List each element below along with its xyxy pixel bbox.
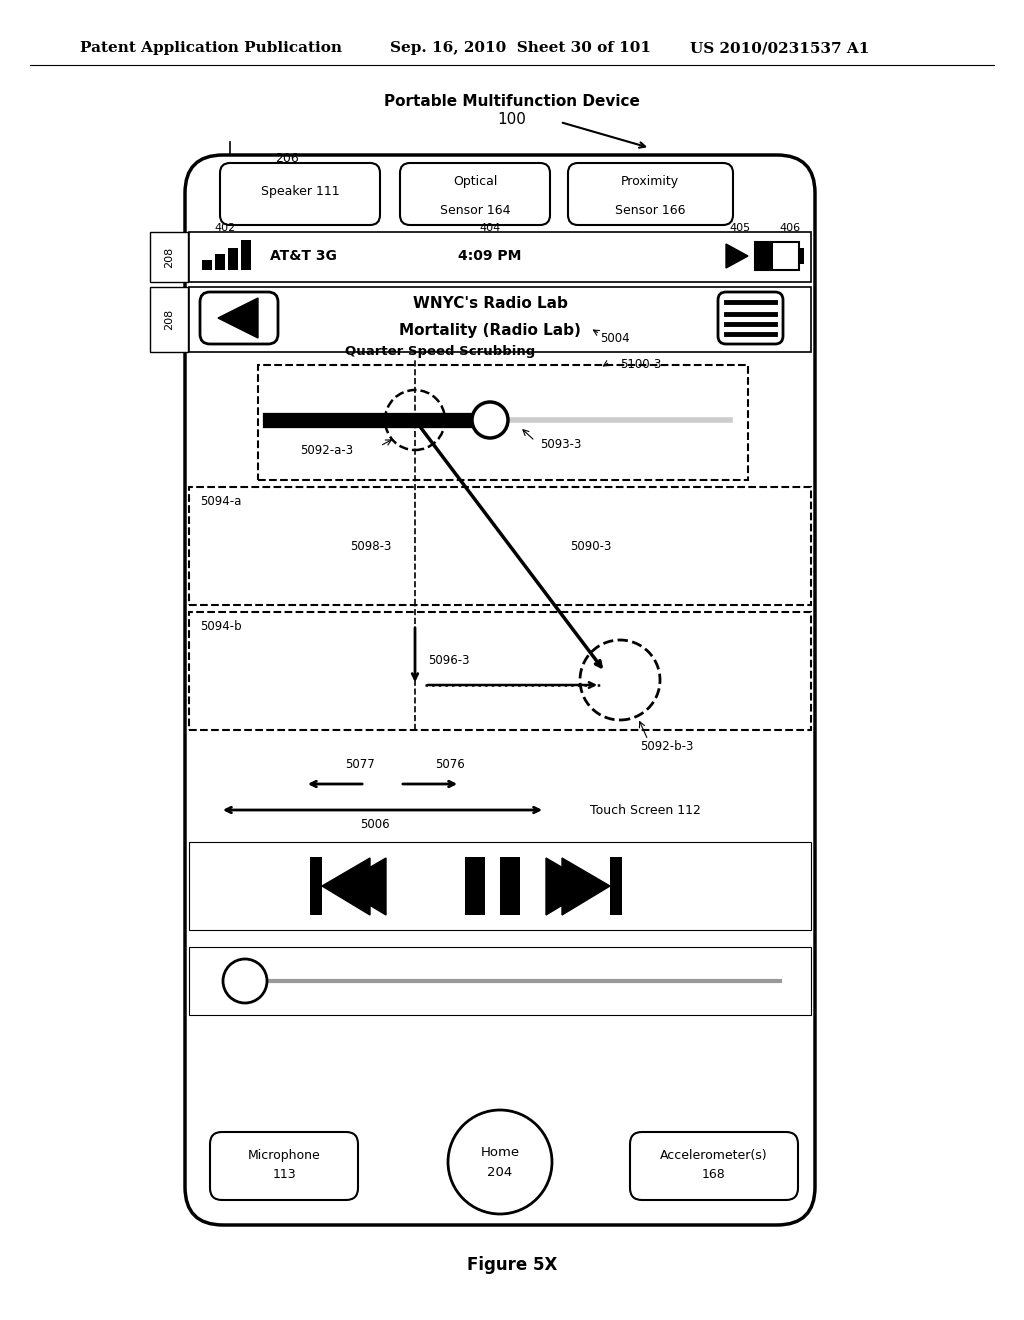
Text: 5096-3: 5096-3 bbox=[428, 653, 469, 667]
Text: 5100-3: 5100-3 bbox=[620, 359, 662, 371]
Text: 5092-b-3: 5092-b-3 bbox=[640, 739, 693, 752]
Text: 5076: 5076 bbox=[435, 759, 465, 771]
Text: AT&T 3G: AT&T 3G bbox=[270, 249, 337, 263]
Bar bbox=[241, 240, 251, 271]
Text: Optical: Optical bbox=[453, 176, 498, 189]
Circle shape bbox=[223, 960, 267, 1003]
Bar bbox=[465, 857, 485, 915]
Polygon shape bbox=[562, 858, 610, 915]
Circle shape bbox=[472, 403, 508, 438]
Text: Home: Home bbox=[480, 1146, 519, 1159]
FancyBboxPatch shape bbox=[718, 292, 783, 345]
Text: Microphone: Microphone bbox=[248, 1148, 321, 1162]
Polygon shape bbox=[726, 244, 748, 268]
Bar bbox=[150, 232, 188, 282]
Text: Patent Application Publication: Patent Application Publication bbox=[80, 41, 342, 55]
Text: Sensor 166: Sensor 166 bbox=[614, 203, 685, 216]
Text: 5093-3: 5093-3 bbox=[540, 437, 582, 450]
Bar bbox=[755, 242, 799, 271]
FancyBboxPatch shape bbox=[185, 154, 815, 1225]
Text: 204: 204 bbox=[487, 1166, 513, 1179]
Text: 406: 406 bbox=[779, 223, 801, 234]
FancyBboxPatch shape bbox=[400, 162, 550, 224]
Text: US 2010/0231537 A1: US 2010/0231537 A1 bbox=[690, 41, 869, 55]
Text: 5098-3: 5098-3 bbox=[350, 540, 391, 553]
Polygon shape bbox=[546, 858, 594, 915]
Bar bbox=[189, 842, 811, 931]
Bar bbox=[228, 248, 238, 271]
Text: 100: 100 bbox=[498, 112, 526, 128]
Bar bbox=[202, 260, 212, 271]
Text: Speaker 111: Speaker 111 bbox=[261, 186, 339, 198]
Text: Sensor 164: Sensor 164 bbox=[439, 203, 510, 216]
Bar bbox=[189, 612, 811, 730]
Bar bbox=[189, 487, 811, 605]
Text: 5004: 5004 bbox=[600, 331, 630, 345]
Bar bbox=[215, 253, 225, 271]
Text: Figure 5X: Figure 5X bbox=[467, 1257, 557, 1274]
FancyBboxPatch shape bbox=[200, 292, 278, 345]
Polygon shape bbox=[338, 858, 386, 915]
Text: 208: 208 bbox=[164, 247, 174, 268]
Bar bbox=[189, 946, 811, 1015]
Circle shape bbox=[449, 1110, 552, 1214]
Text: 208: 208 bbox=[164, 309, 174, 330]
Text: 5077: 5077 bbox=[345, 759, 375, 771]
Text: 5094-b: 5094-b bbox=[200, 620, 242, 634]
Bar bbox=[150, 286, 188, 352]
Bar bbox=[755, 242, 773, 271]
Bar bbox=[258, 366, 748, 480]
Polygon shape bbox=[322, 858, 370, 915]
FancyBboxPatch shape bbox=[220, 162, 380, 224]
Text: Portable Multifunction Device: Portable Multifunction Device bbox=[384, 95, 640, 110]
FancyBboxPatch shape bbox=[210, 1133, 358, 1200]
Text: Quarter Speed Scrubbing: Quarter Speed Scrubbing bbox=[345, 346, 536, 359]
FancyBboxPatch shape bbox=[630, 1133, 798, 1200]
Text: Touch Screen 112: Touch Screen 112 bbox=[590, 804, 700, 817]
Bar bbox=[310, 857, 322, 915]
Text: 402: 402 bbox=[214, 223, 236, 234]
Text: 5090-3: 5090-3 bbox=[570, 540, 611, 553]
FancyBboxPatch shape bbox=[568, 162, 733, 224]
Text: 206: 206 bbox=[275, 152, 299, 165]
Polygon shape bbox=[218, 298, 258, 338]
Bar bbox=[189, 232, 811, 282]
Text: 113: 113 bbox=[272, 1168, 296, 1181]
Text: 5094-a: 5094-a bbox=[200, 495, 242, 508]
Bar bbox=[610, 857, 622, 915]
Bar bbox=[799, 248, 804, 264]
Text: Mortality (Radio Lab): Mortality (Radio Lab) bbox=[399, 322, 581, 338]
Bar bbox=[189, 286, 811, 352]
Text: WNYC's Radio Lab: WNYC's Radio Lab bbox=[413, 297, 567, 312]
Text: 405: 405 bbox=[729, 223, 751, 234]
Text: 5006: 5006 bbox=[360, 817, 390, 830]
Bar bbox=[500, 857, 520, 915]
Text: 168: 168 bbox=[702, 1168, 726, 1181]
Text: 4:09 PM: 4:09 PM bbox=[459, 249, 521, 263]
Text: Sep. 16, 2010  Sheet 30 of 101: Sep. 16, 2010 Sheet 30 of 101 bbox=[390, 41, 651, 55]
Text: 404: 404 bbox=[479, 223, 501, 234]
Text: Proximity: Proximity bbox=[621, 176, 679, 189]
Text: Accelerometer(s): Accelerometer(s) bbox=[660, 1148, 768, 1162]
Text: 5092-a-3: 5092-a-3 bbox=[300, 444, 353, 457]
